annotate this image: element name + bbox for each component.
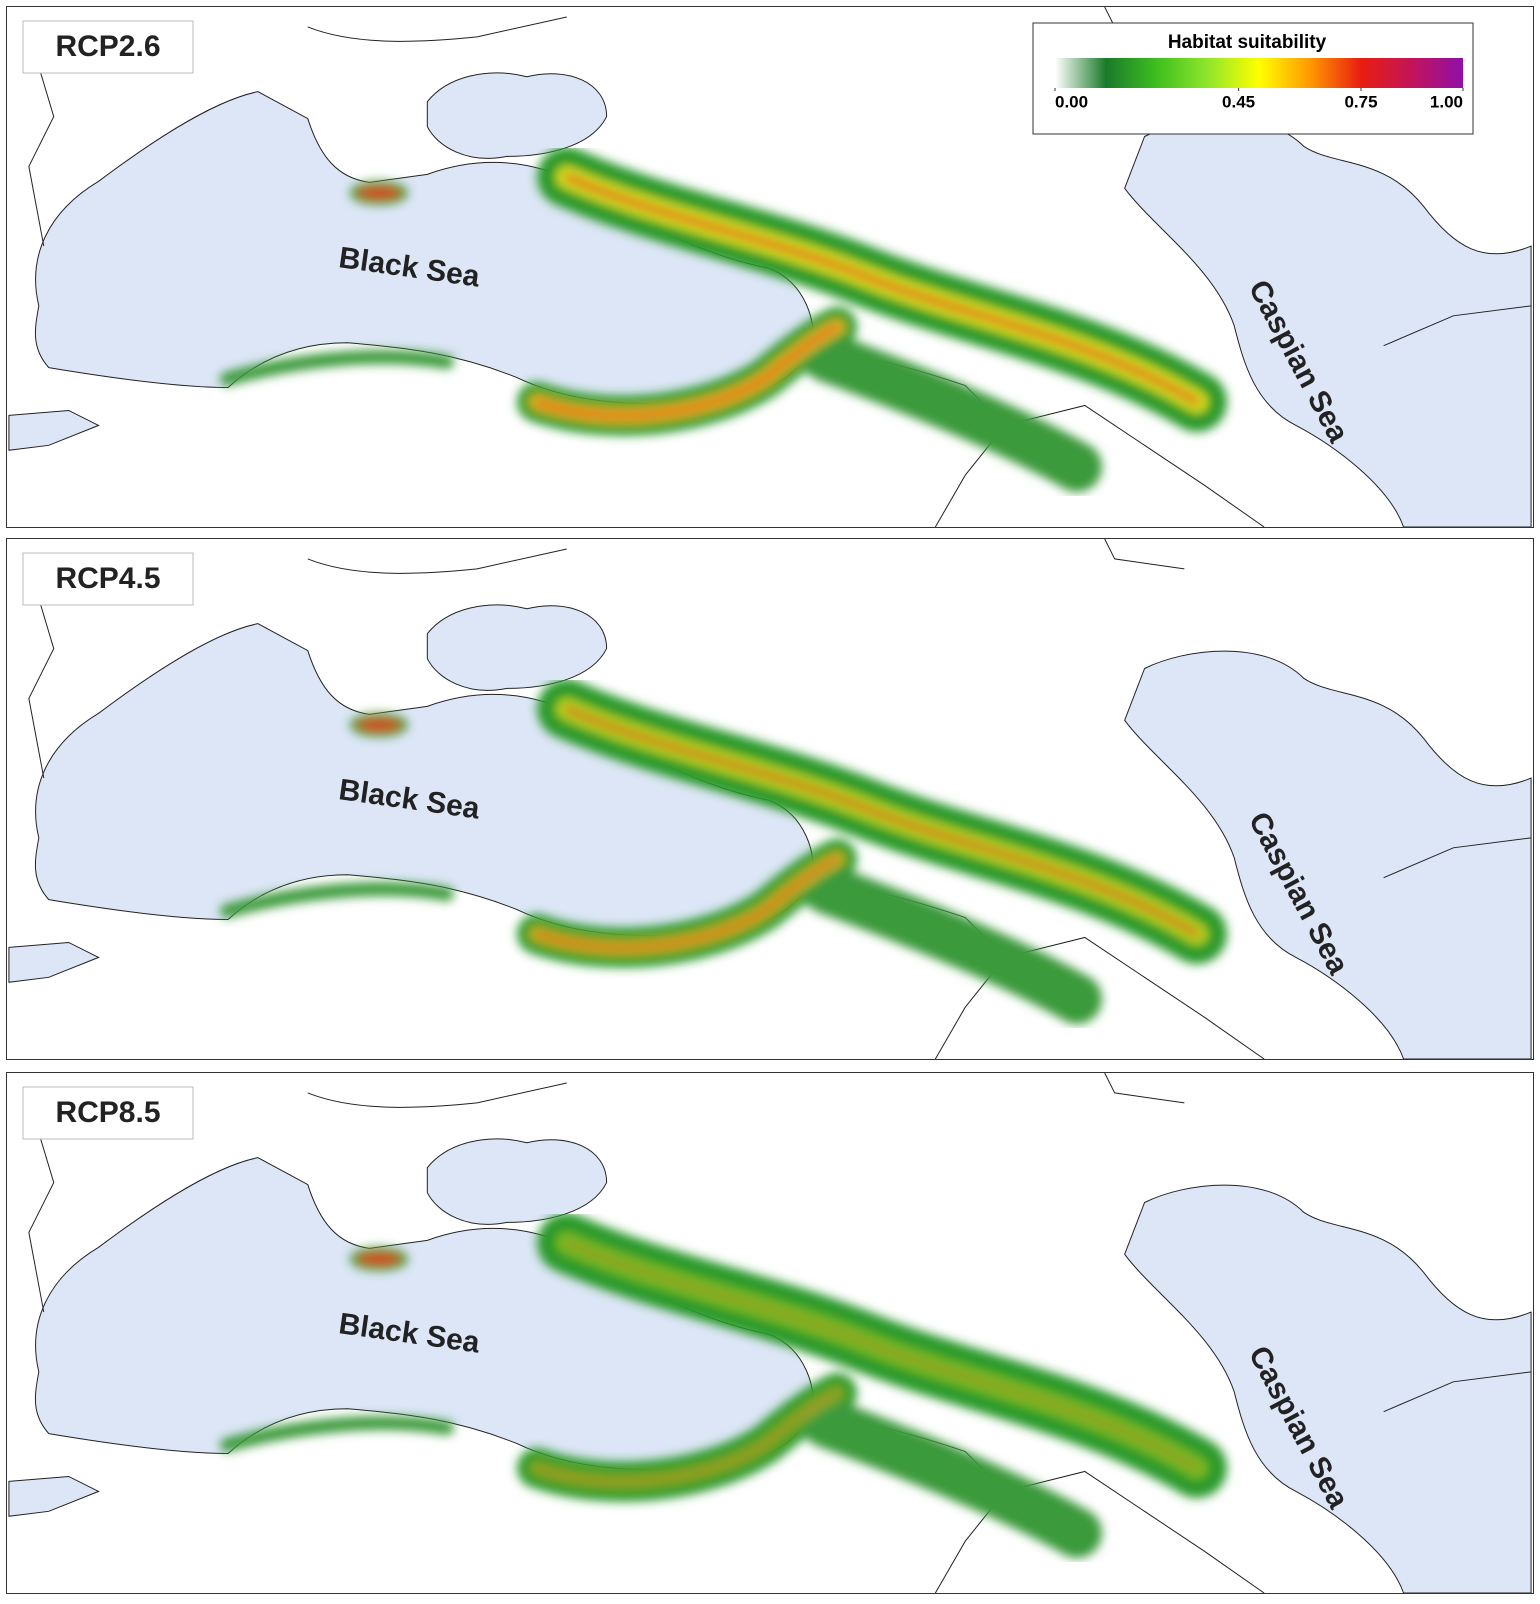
habitat-zone [563, 705, 1201, 938]
habitat [220, 1213, 1227, 1558]
habitat-zone [220, 1416, 454, 1452]
habitat-zone [563, 1239, 1201, 1472]
tick-label: 0.75 [1344, 92, 1377, 111]
habitat-zone [350, 713, 408, 737]
habitat-zone [563, 173, 1201, 406]
legend: Habitat suitability 0.00 0.45 0.75 1.00 [1032, 22, 1474, 135]
label-box [22, 20, 194, 74]
habitat-zone [350, 181, 408, 205]
label-box [22, 552, 194, 606]
habitat [220, 679, 1227, 1024]
panel-label: RCP8.5 [55, 1096, 160, 1129]
colorbar [1055, 58, 1463, 88]
tick-label: 1.00 [1430, 92, 1463, 111]
habitat-zone [534, 324, 840, 419]
habitat-zone [802, 1398, 1102, 1558]
panel-label: RCP4.5 [55, 562, 160, 595]
legend-title: Habitat suitability [1168, 32, 1327, 53]
habitat-zone [802, 332, 1102, 492]
habitat-zone [350, 1247, 408, 1271]
habitat-zone [534, 1390, 840, 1485]
habitat-zone [802, 864, 1102, 1024]
habitat [220, 147, 1227, 492]
habitat-zone [220, 350, 454, 386]
panel-label: RCP2.6 [55, 30, 160, 63]
habitat-zone [534, 856, 840, 951]
label-box [22, 1086, 194, 1140]
tick-label: 0.00 [1055, 92, 1088, 111]
tick-label: 0.45 [1222, 92, 1255, 111]
habitat-zone [220, 882, 454, 918]
